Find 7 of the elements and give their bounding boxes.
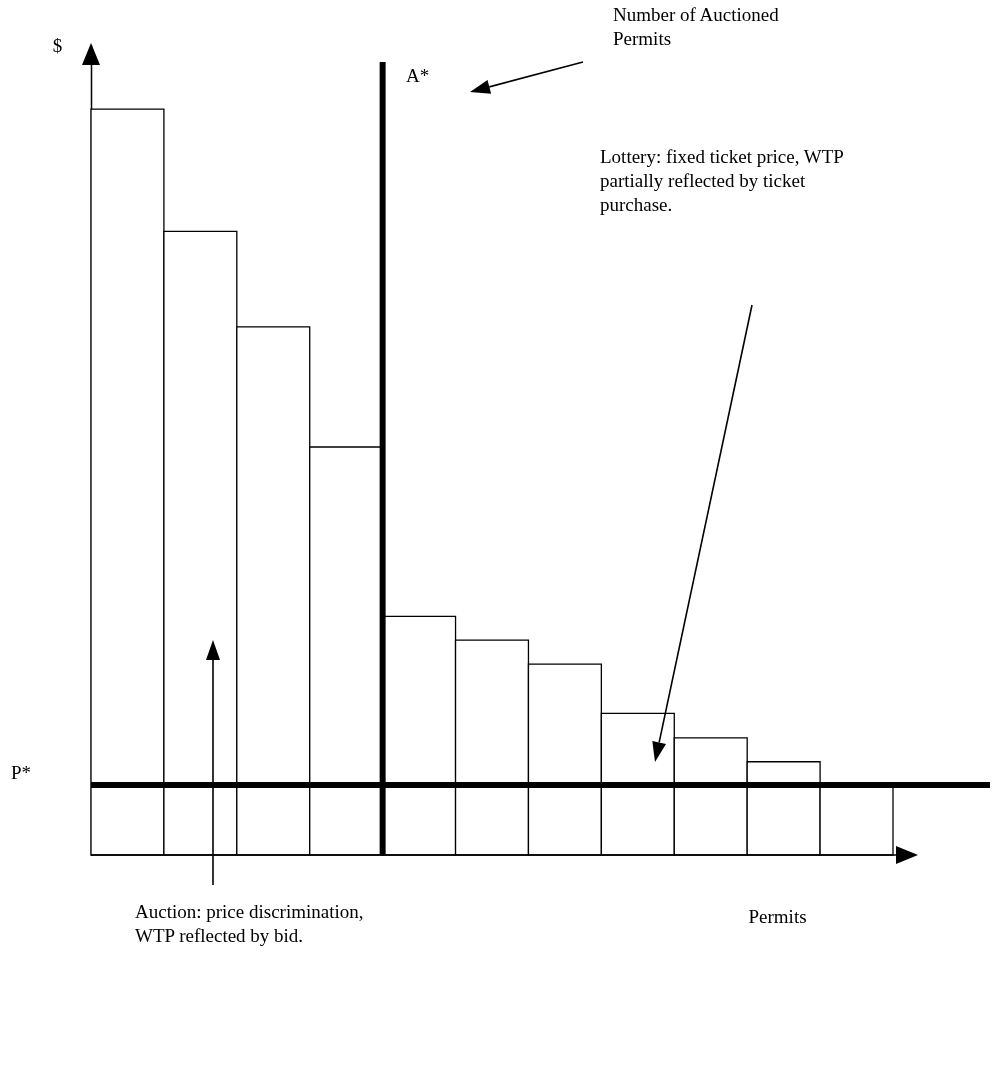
text: Number of Auctioned Permits bbox=[613, 3, 780, 51]
y-axis-title: $ bbox=[52, 34, 63, 56]
text: A* bbox=[406, 64, 431, 88]
ref-line-label: P* bbox=[10, 761, 31, 783]
text: Auction: price discrimination, WTP reflected by bid. bbox=[135, 900, 365, 948]
annotation: Lottery: fixed ticket price, WTP partially reflected by ticket purchase. bbox=[600, 145, 845, 217]
x-axis-title: Permits bbox=[748, 905, 807, 927]
